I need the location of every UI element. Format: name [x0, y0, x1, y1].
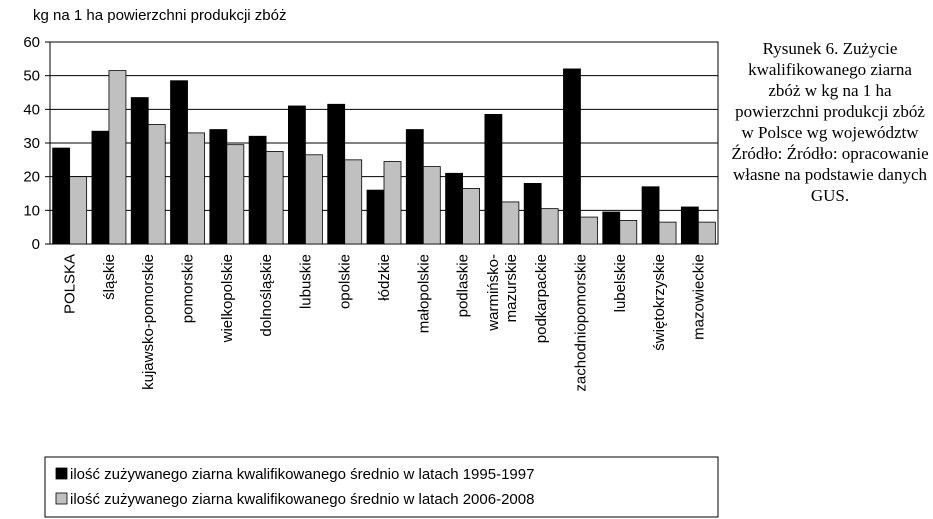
bar — [344, 159, 363, 245]
bar — [327, 103, 346, 245]
y-tick-label: 10 — [23, 202, 40, 219]
legend-label: ilość zużywanego ziarna kwalifikowanego … — [70, 491, 534, 508]
bar — [484, 113, 503, 245]
y-tick-label: 60 — [23, 34, 40, 51]
y-tick-label: 0 — [32, 236, 40, 253]
bar — [366, 189, 385, 245]
bar — [422, 166, 441, 245]
x-tick-label: podlaskie — [455, 254, 472, 317]
x-tick-label: pomorskie — [180, 254, 197, 323]
legend-label: ilość zużywanego ziarna kwalifikowanego … — [70, 466, 534, 483]
bar — [680, 206, 699, 245]
x-tick-label: kujawsko-pomorskie — [140, 254, 157, 390]
bar — [147, 124, 166, 245]
bar — [540, 208, 559, 245]
bar — [130, 97, 149, 245]
y-axis-label: kg na 1 ha powierzchni produkcji zbóż — [33, 7, 286, 24]
x-tick-label: świętokrzyskie — [651, 254, 668, 351]
legend-frame — [44, 456, 719, 518]
bar — [187, 132, 205, 245]
x-tick-label: mazowieckie — [690, 254, 707, 340]
y-tick-label: 50 — [23, 68, 40, 85]
x-tick-label: wielkopolskie — [219, 254, 236, 343]
x-tick-label: lubuskie — [297, 254, 314, 309]
x-tick-label: małopolskie — [415, 254, 432, 333]
bar — [523, 182, 542, 245]
bar — [462, 188, 480, 245]
caption: Rysunek 6. Zużycie kwalifikowanego ziarn… — [735, 39, 925, 142]
x-tick-label: warmińsko-mazurskie — [485, 254, 520, 332]
bar — [658, 221, 677, 245]
bar — [580, 216, 598, 245]
bar — [52, 147, 71, 245]
x-tick-label: łódzkie — [376, 254, 393, 301]
bar — [641, 186, 660, 245]
bar — [619, 220, 638, 245]
legend-swatch — [55, 467, 68, 480]
legend-swatch — [55, 492, 68, 505]
bar — [501, 201, 520, 245]
x-tick-label: dolnośląskie — [258, 254, 275, 337]
bar — [265, 151, 284, 245]
caption-block: Rysunek 6. Zużycie kwalifikowanego ziarn… — [730, 38, 930, 206]
bar — [108, 70, 127, 245]
bar — [248, 135, 267, 245]
bar — [209, 129, 228, 245]
x-tick-label: lubelskie — [612, 254, 629, 312]
bar — [91, 130, 110, 245]
bar — [383, 161, 402, 245]
y-tick-label: 40 — [23, 101, 40, 118]
bar — [602, 211, 621, 245]
bar — [563, 68, 581, 245]
x-tick-label: POLSKA — [62, 254, 79, 314]
x-tick-label: opolskie — [337, 254, 354, 309]
bar — [697, 221, 716, 245]
bar — [305, 154, 323, 245]
bar — [288, 105, 306, 245]
bar — [445, 172, 463, 245]
y-tick-label: 20 — [23, 169, 40, 186]
bar — [226, 144, 245, 245]
x-tick-label: śląskie — [101, 254, 118, 300]
bar — [69, 176, 88, 245]
bar — [405, 129, 424, 245]
x-tick-label: podkarpackie — [533, 254, 550, 343]
x-tick-label: zachodniopomorskie — [572, 254, 589, 392]
bar — [170, 80, 188, 245]
source: Źródło: Źródło: opracowanie własne na po… — [731, 144, 929, 205]
y-tick-label: 30 — [23, 135, 40, 152]
